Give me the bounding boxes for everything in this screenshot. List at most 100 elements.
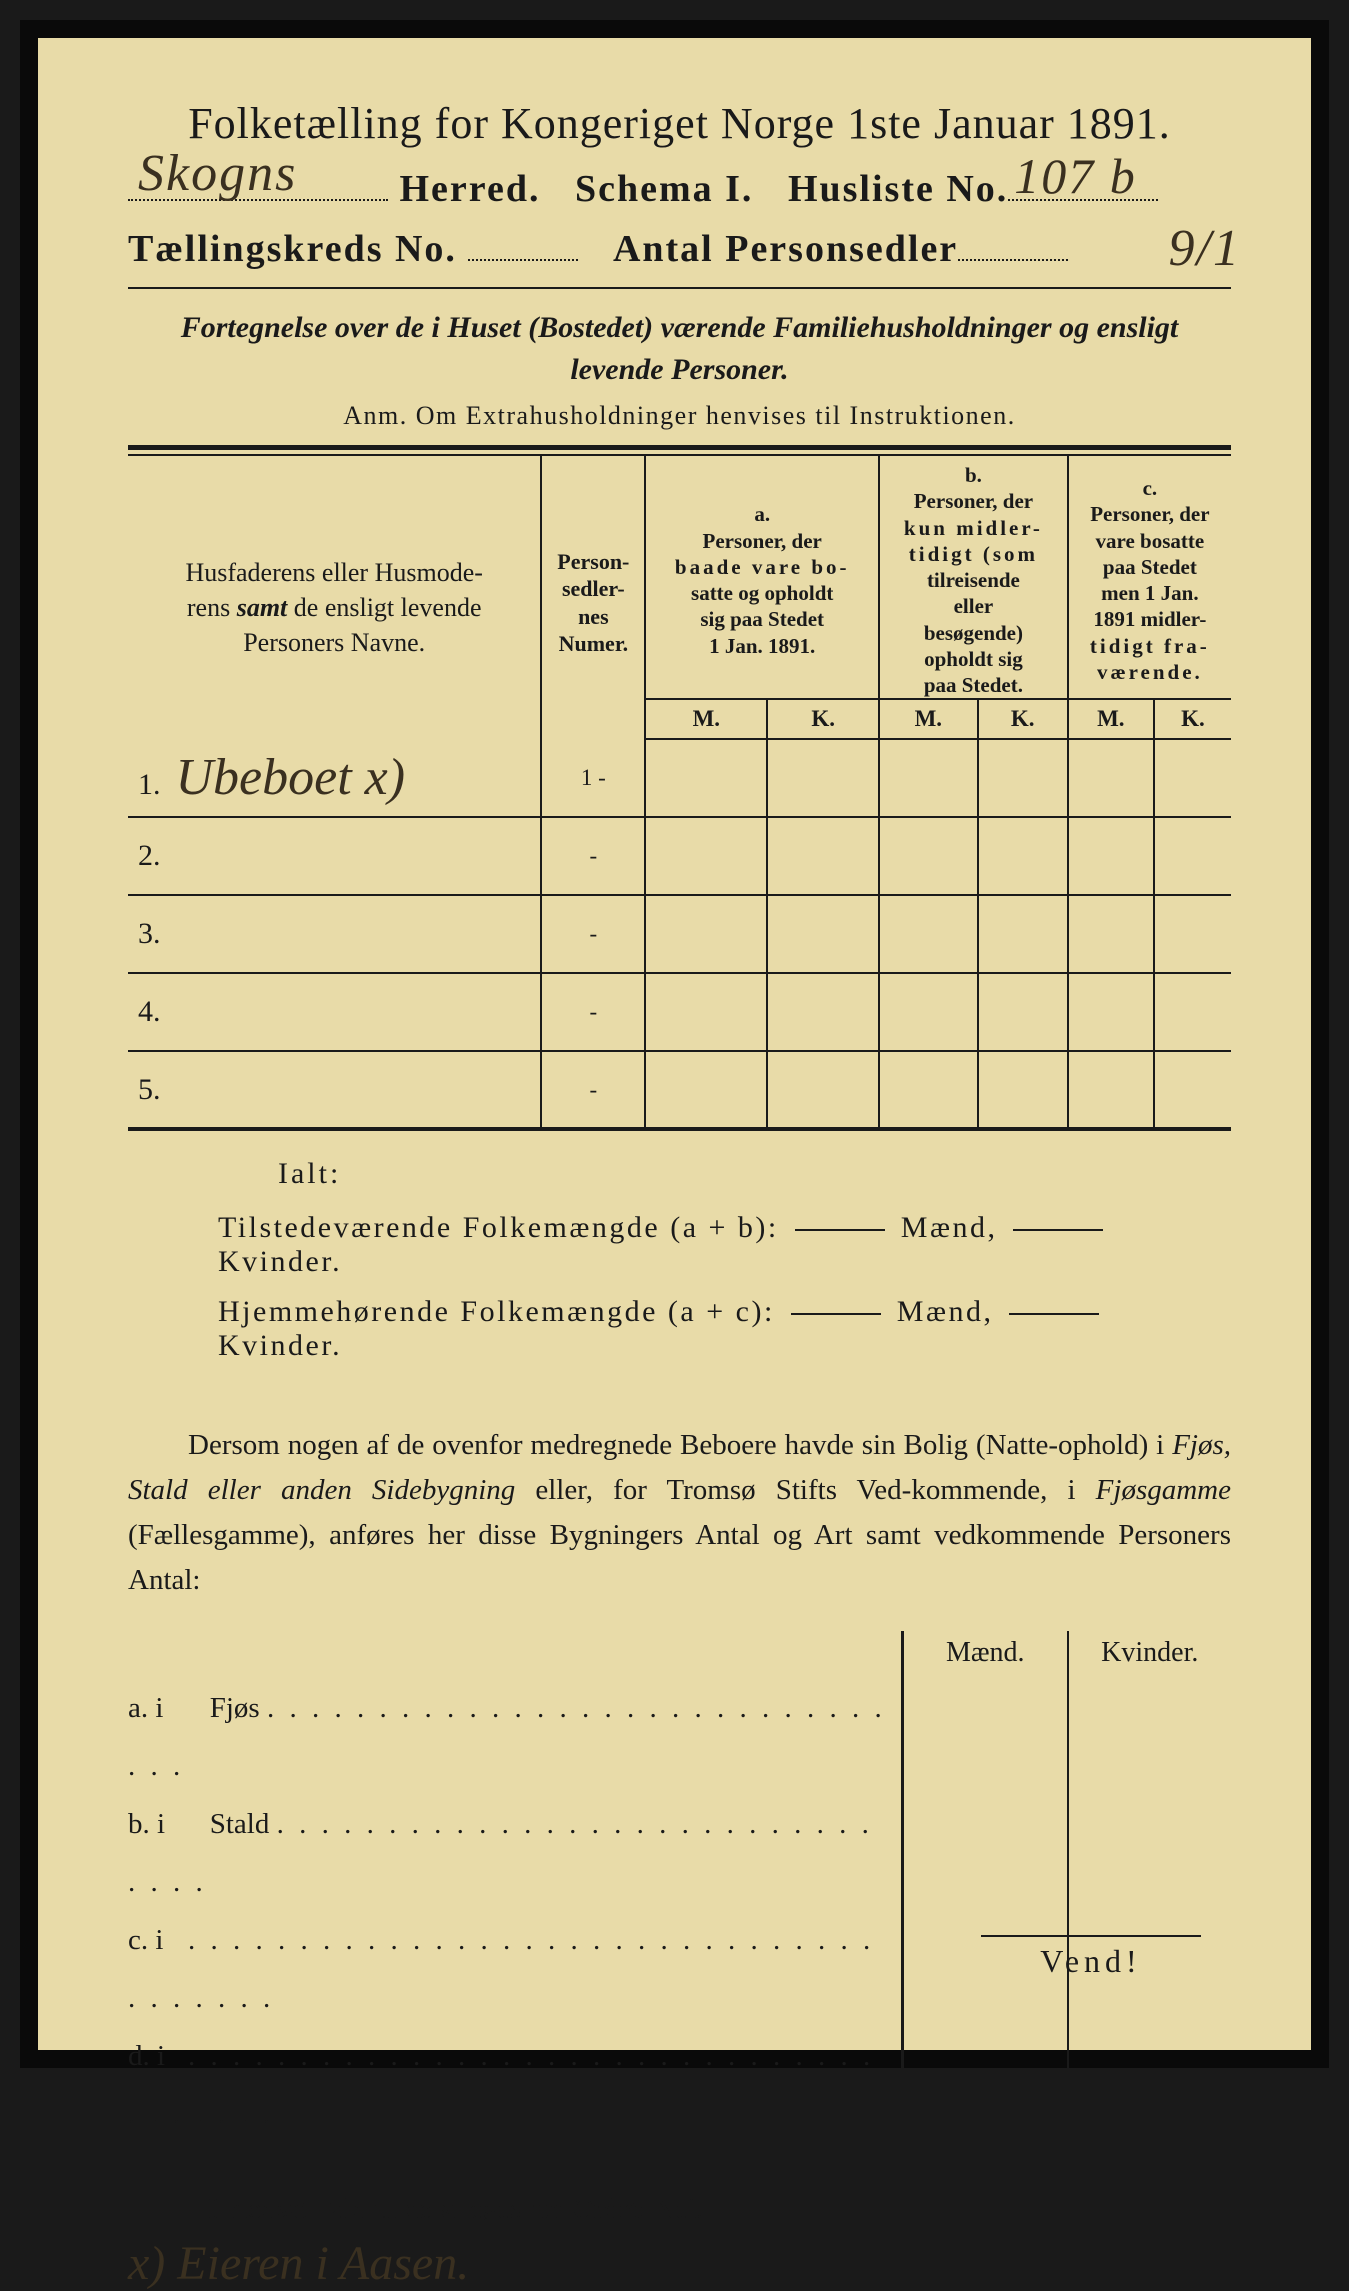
- col-a-l3: satte og opholdt: [691, 581, 833, 605]
- row-personnum-2: -: [541, 817, 645, 895]
- row-num-4: 4.: [138, 995, 168, 1029]
- side-a-label: a. i: [128, 1679, 188, 1737]
- row-personnum-1: 1 -: [541, 739, 645, 817]
- side-d-label: d. i: [128, 2027, 188, 2085]
- thead-num-l3: nes: [578, 604, 609, 629]
- present-label: Tilstedeværende Folkemængde (a + b):: [218, 1211, 779, 1244]
- anm-note: Anm. Om Extrahusholdninger henvises til …: [128, 401, 1231, 431]
- col-c-l4: men 1 Jan.: [1101, 581, 1198, 605]
- col-c-letter: c.: [1143, 476, 1158, 500]
- kreds-label: Tællingskreds No.: [128, 228, 457, 270]
- dots: . . . . . . . . . . . . . . . . . . . . …: [128, 2040, 874, 2130]
- handwritten-footnote: x) Eieren i Aasen.: [128, 2236, 1231, 2291]
- col-a-letter: a.: [754, 502, 770, 526]
- intro-line1: Fortegnelse over de i Huset (Bostedet) v…: [181, 311, 1179, 344]
- husliste-handwritten-value: 107 b: [1014, 147, 1137, 205]
- table-row: 1. Ubeboet x) 1 -: [128, 739, 1231, 817]
- col-a-l5: 1 Jan. 1891.: [709, 634, 815, 658]
- household-table: Husfaderens eller Husmode- rens samt de …: [128, 454, 1231, 1131]
- row-personnum-5: -: [541, 1051, 645, 1129]
- col-b-m: M.: [879, 699, 977, 739]
- col-a-l1: Personer, der: [703, 529, 822, 553]
- col-b-k: K.: [978, 699, 1068, 739]
- vend-label: Vend!: [981, 1935, 1201, 1980]
- table-row: 2. -: [128, 817, 1231, 895]
- census-form-page: Folketælling for Kongeriget Norge 1ste J…: [20, 20, 1329, 2068]
- divider: [128, 287, 1231, 289]
- sidebygning-paragraph: Dersom nogen af de ovenfor medregnede Be…: [128, 1423, 1231, 1603]
- col-c-l1: Personer, der: [1090, 502, 1209, 526]
- row-num-1: 1.: [138, 768, 168, 802]
- table-top-rule: [128, 445, 1231, 450]
- col-c-l2: vare bosatte: [1096, 529, 1205, 553]
- intro-line2: levende Personer.: [570, 353, 788, 386]
- row-num-3: 3.: [138, 917, 168, 951]
- intro-text: Fortegnelse over de i Huset (Bostedet) v…: [128, 307, 1231, 391]
- side-maend-col: Mænd.: [904, 1631, 1069, 2143]
- col-a-l2: baade vare bo-: [675, 555, 850, 579]
- col-b-l7: opholdt sig: [924, 647, 1023, 671]
- para-em2: Fjøsgamme: [1096, 1474, 1231, 1506]
- col-c-m: M.: [1068, 699, 1154, 739]
- thead-num-l1: Person-: [557, 549, 629, 574]
- col-c-k: K.: [1154, 699, 1231, 739]
- side-b-label: b. i: [128, 1795, 188, 1853]
- col-b-l5: eller: [954, 594, 994, 618]
- husliste-label: Husliste No.: [788, 168, 1008, 210]
- col-b-letter: b.: [965, 463, 982, 487]
- side-kvinder-col: Kvinder.: [1069, 1631, 1232, 2143]
- thead-names-l2c: de ensligt levende: [287, 593, 481, 622]
- side-c-label: c. i: [128, 1911, 188, 1969]
- thead-num-l2: sedler-: [562, 576, 625, 601]
- ialt-label: Ialt:: [278, 1157, 1231, 1191]
- col-c-l6: tidigt fra-: [1090, 634, 1210, 658]
- herred-line: Skogns Herred. Schema I. Husliste No. 10…: [128, 167, 1231, 211]
- kvinder-label: Kvinder.: [218, 1245, 342, 1278]
- sidebygning-table: a. i Fjøs . . . . . . . . . . . . . . . …: [128, 1631, 1231, 2143]
- col-b-l8: paa Stedet.: [924, 673, 1023, 697]
- col-c-l7: værende.: [1097, 660, 1203, 684]
- table-row: 4. -: [128, 973, 1231, 1051]
- herred-label: Herred.: [400, 168, 541, 210]
- col-b-l4: tilreisende: [927, 568, 1020, 592]
- home-label: Hjemmehørende Folkemængde (a + c):: [218, 1295, 775, 1328]
- col-b-l2: kun midler-: [904, 516, 1043, 540]
- thead-names-l3: Personers Navne.: [243, 628, 425, 657]
- kreds-line: Tællingskreds No. Antal Personsedler 9/1: [128, 227, 1231, 271]
- para-t2: eller, for Tromsø Stifts Ved-kommende, i: [515, 1474, 1095, 1506]
- col-b-l1: Personer, der: [914, 489, 1033, 513]
- para-t1: Dersom nogen af de ovenfor medregnede Be…: [188, 1429, 1172, 1461]
- present-pop-line: Tilstedeværende Folkemængde (a + b): Mæn…: [218, 1211, 1231, 1279]
- thead-names-l2a: rens: [187, 593, 237, 622]
- thead-names-l2b: samt: [237, 593, 288, 622]
- page-title: Folketælling for Kongeriget Norge 1ste J…: [128, 98, 1231, 149]
- footnote-text: Eieren i Aasen.: [177, 2237, 469, 2290]
- row-name-1: Ubeboet x): [176, 749, 406, 806]
- table-row: 5. -: [128, 1051, 1231, 1129]
- row-personnum-3: -: [541, 895, 645, 973]
- col-c-l5: 1891 midler-: [1093, 607, 1206, 631]
- para-t3: (Fællesgamme), anføres her disse Bygning…: [128, 1519, 1231, 1596]
- row-num-2: 2.: [138, 839, 168, 873]
- col-a-k: K.: [767, 699, 879, 739]
- col-c-l3: paa Stedet: [1103, 555, 1197, 579]
- row-personnum-4: -: [541, 973, 645, 1051]
- footnote-mark: x): [128, 2237, 165, 2290]
- col-b-l6: besøgende): [924, 621, 1023, 645]
- nei-line: I modsat Fald understreges her Ordet: Ne…: [208, 2193, 1231, 2226]
- thead-num-l4: Numer.: [559, 631, 628, 656]
- thead-names-l1: Husfaderens eller Husmode-: [185, 558, 482, 587]
- col-b-l3: tidigt (som: [909, 542, 1038, 566]
- kvinder-label-2: Kvinder.: [218, 1329, 342, 1362]
- home-pop-line: Hjemmehørende Folkemængde (a + c): Mænd,…: [218, 1295, 1231, 1363]
- col-a-m: M.: [645, 699, 767, 739]
- maend-label-2: Mænd,: [897, 1295, 994, 1328]
- antal-label: Antal Personsedler: [613, 228, 958, 270]
- antal-handwritten-value: 9/1: [1169, 219, 1241, 278]
- table-row: 3. -: [128, 895, 1231, 973]
- side-b-name: Stald: [210, 1808, 270, 1840]
- row-num-5: 5.: [138, 1073, 168, 1107]
- col-a-l4: sig paa Stedet: [700, 607, 824, 631]
- maend-label: Mænd,: [901, 1211, 998, 1244]
- schema-label: Schema I.: [575, 168, 753, 210]
